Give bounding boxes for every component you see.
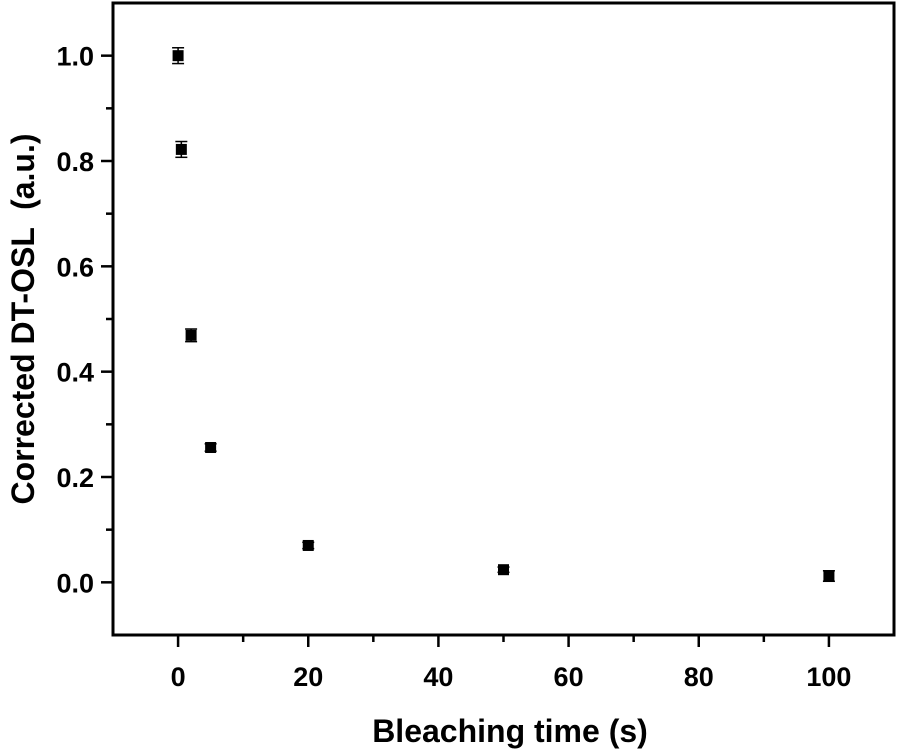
square-marker — [205, 442, 217, 454]
y-axis-title: Corrected DT-OSL (a.u.) — [5, 133, 41, 504]
x-tick-label: 80 — [684, 662, 714, 692]
square-marker — [175, 143, 187, 155]
y-tick-label: 0.2 — [56, 463, 94, 493]
y-tick-label: 0.6 — [56, 252, 94, 282]
x-tick-label: 100 — [806, 662, 851, 692]
square-marker — [185, 329, 197, 341]
y-tick-label: 0.4 — [56, 358, 94, 388]
data-point — [175, 140, 188, 159]
y-tick-label: 1.0 — [56, 42, 94, 72]
y-axis-tick-labels: 0.0 0.2 0.4 0.6 0.8 1.0 — [56, 42, 94, 599]
y-tick-label: 0.8 — [56, 147, 94, 177]
x-axis-tick-labels: 0 20 40 60 80 100 — [171, 662, 852, 692]
data-point — [204, 442, 217, 454]
data-points — [172, 47, 835, 583]
y-axis-ticks — [101, 54, 113, 584]
x-axis-ticks — [176, 635, 831, 647]
square-marker — [302, 539, 314, 551]
square-marker — [823, 570, 835, 582]
y-tick-label: 0.0 — [56, 568, 94, 598]
data-point — [822, 569, 835, 583]
x-tick-label: 20 — [293, 662, 323, 692]
x-axis-title: Bleaching time (s) — [372, 713, 648, 749]
data-point — [172, 47, 185, 65]
data-point — [302, 539, 315, 551]
data-point — [185, 328, 198, 343]
plot-frame — [111, 1, 896, 637]
x-tick-label: 60 — [554, 662, 584, 692]
square-marker — [172, 50, 184, 62]
x-tick-label: 40 — [423, 662, 453, 692]
square-marker — [498, 564, 509, 576]
x-tick-label: 0 — [171, 662, 186, 692]
data-point — [497, 564, 510, 576]
